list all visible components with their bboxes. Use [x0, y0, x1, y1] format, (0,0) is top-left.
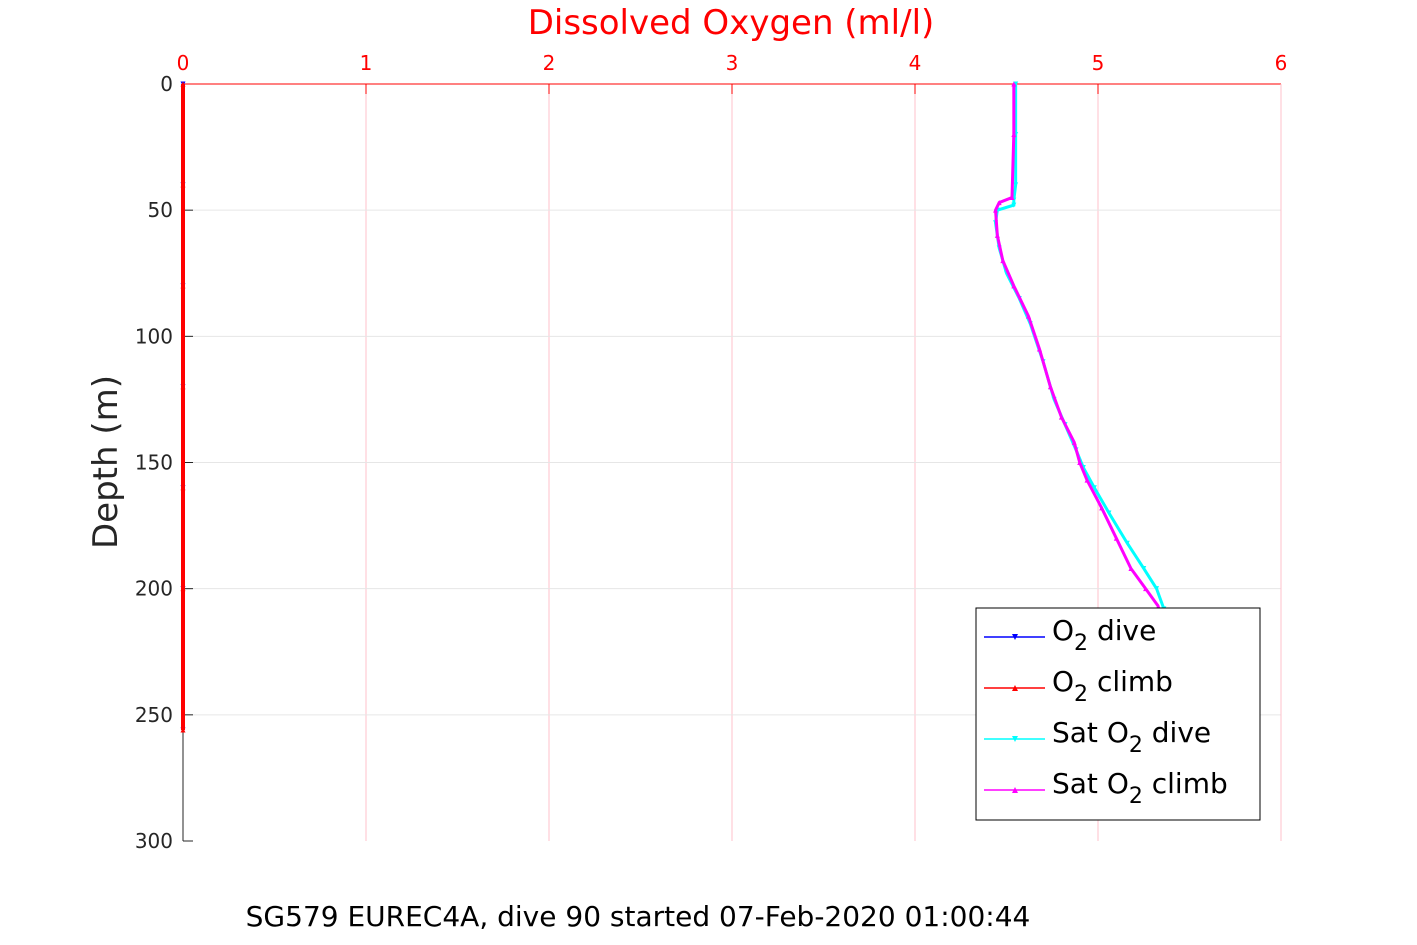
data-point [1124, 540, 1130, 546]
chart-title: Dissolved Oxygen (ml/l) [528, 3, 935, 43]
y-tick-label: 100 [135, 324, 173, 348]
series-sat-o2-dive [993, 81, 1167, 612]
y-tick-label: 200 [135, 577, 173, 601]
data-point [1000, 258, 1006, 264]
legend-marker [1012, 634, 1018, 640]
x-tick-label: 0 [177, 51, 190, 75]
series-line [994, 84, 1166, 610]
data-point [1009, 195, 1015, 201]
series-line [993, 84, 1160, 608]
data-point [1099, 505, 1105, 511]
data-point [1084, 477, 1090, 483]
y-tick-label: 300 [135, 829, 173, 853]
x-tick-label: 3 [726, 51, 739, 75]
legend-box [975, 607, 1261, 821]
y-tick-label: 50 [148, 198, 173, 222]
legend-marker [1012, 685, 1018, 691]
legend-label: Sat O2 dive [1052, 716, 1211, 758]
x-tick-label: 2 [543, 51, 556, 75]
legend-marker [1012, 736, 1018, 742]
data-point [1128, 565, 1134, 571]
legend-label: Sat O2 climb [1052, 767, 1228, 809]
series-sat-o2-climb [993, 81, 1161, 609]
data-point [1047, 384, 1053, 390]
data-point [1154, 586, 1160, 592]
y-tick-label: 250 [135, 703, 173, 727]
data-point [1091, 485, 1097, 491]
data-point [993, 207, 999, 213]
data-point [1011, 131, 1017, 137]
y-tick-label: 150 [135, 451, 173, 475]
legend-label: O2 climb [1052, 665, 1173, 707]
x-tick-label: 6 [1275, 51, 1288, 75]
data-point [994, 232, 1000, 238]
data-point [1058, 414, 1064, 420]
data-point [1013, 182, 1019, 188]
y-tick-label: 0 [160, 72, 173, 96]
data-point [180, 81, 186, 87]
chart-caption: SG579 EUREC4A, dive 90 started 07-Feb-20… [246, 900, 1031, 933]
data-point [180, 485, 186, 491]
axes: 0 1 2 3 4 5 6 0 50 100 150 200 250 300 [135, 51, 1288, 853]
data-point [180, 727, 186, 733]
data-point [1113, 535, 1119, 541]
data-point [180, 586, 186, 592]
data-point [996, 200, 1002, 206]
data-point [1143, 586, 1149, 592]
data-point [180, 182, 186, 188]
data-point [1141, 565, 1147, 571]
data-point [180, 384, 186, 390]
data-point [1036, 346, 1042, 352]
data-point [1011, 283, 1017, 289]
legend-label: O2 dive [1052, 614, 1156, 656]
data-point [1011, 202, 1017, 208]
legend-marker [1012, 787, 1018, 793]
legend: O2 dive O2 climb Sat O2 dive Sat O2 climb [975, 607, 1261, 821]
data-point [1106, 510, 1112, 516]
x-tick-label: 1 [360, 51, 373, 75]
data-point [1077, 460, 1083, 465]
data-point [1071, 439, 1077, 445]
data-point [1025, 313, 1031, 319]
data-point [1011, 81, 1017, 87]
x-tick-label: 5 [1092, 51, 1105, 75]
y-axis-label: Depth (m) [86, 375, 126, 549]
series-o2-climb [180, 81, 186, 733]
data-point [180, 283, 186, 289]
x-tick-label: 4 [909, 51, 922, 75]
